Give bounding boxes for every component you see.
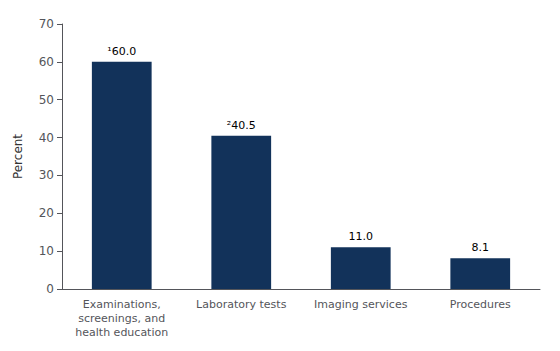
svg-text:Procedures: Procedures xyxy=(450,298,511,311)
svg-text:8.1: 8.1 xyxy=(472,241,490,254)
svg-text:11.0: 11.0 xyxy=(349,230,374,243)
svg-text:0: 0 xyxy=(46,282,54,296)
svg-text:10: 10 xyxy=(39,244,54,258)
svg-text:²40.5: ²40.5 xyxy=(227,119,256,132)
svg-text:30: 30 xyxy=(39,168,54,182)
svg-text:health education: health education xyxy=(75,326,168,339)
svg-text:Percent: Percent xyxy=(11,134,25,179)
svg-text:40: 40 xyxy=(39,131,54,145)
svg-text:70: 70 xyxy=(39,17,54,31)
svg-text:20: 20 xyxy=(39,206,54,220)
svg-text:50: 50 xyxy=(39,93,54,107)
svg-text:screenings, and: screenings, and xyxy=(78,312,165,325)
svg-text:Examinations,: Examinations, xyxy=(83,298,161,311)
svg-text:60: 60 xyxy=(39,55,54,69)
svg-text:¹60.0: ¹60.0 xyxy=(107,45,136,58)
svg-text:Laboratory tests: Laboratory tests xyxy=(196,298,287,311)
svg-text:Imaging services: Imaging services xyxy=(314,298,408,311)
